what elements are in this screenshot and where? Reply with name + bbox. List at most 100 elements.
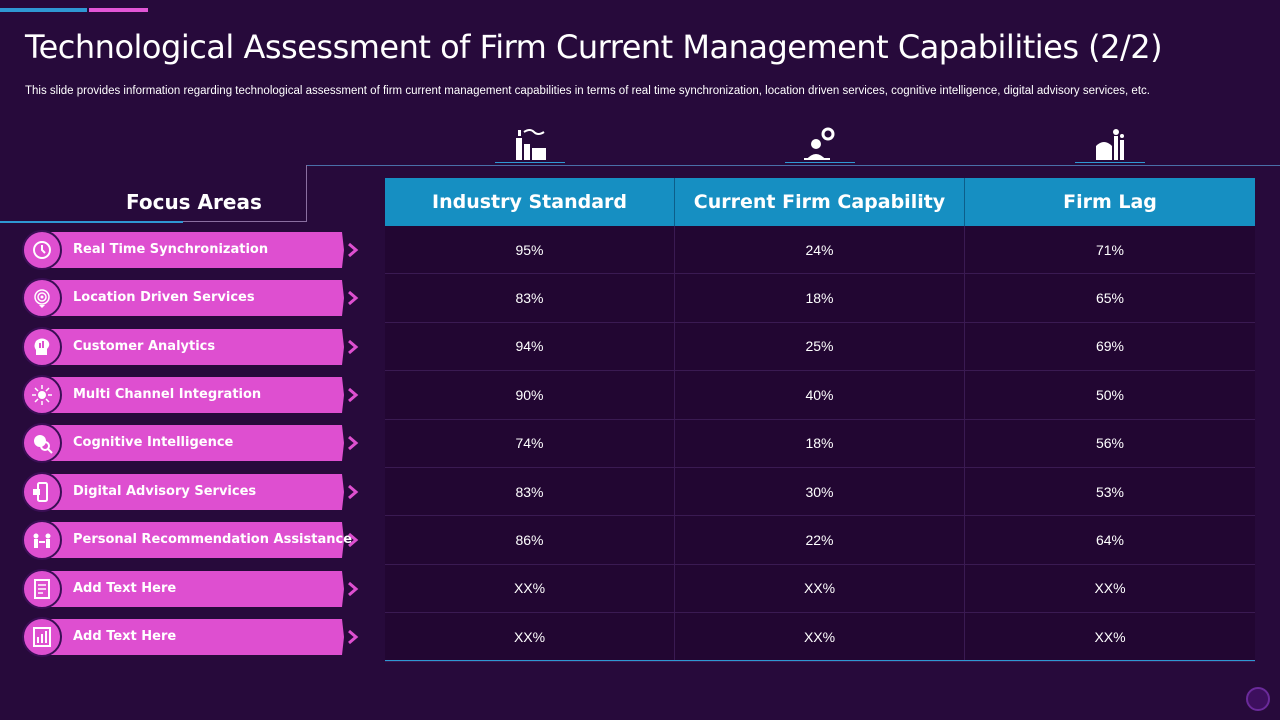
focus-item: Customer Analytics [22,327,367,367]
chevron-right-icon [348,581,359,597]
table-cell: XX% [675,613,965,661]
table-bottom-border [385,660,1255,661]
table-row: 74% 18% 56% [385,419,1255,468]
focus-item: Add Text Here [22,569,367,609]
top-accent-bar-pink [89,8,148,12]
table-cell: 18% [675,274,965,322]
table-cell: XX% [675,564,965,613]
table-row: XX% XX% XX% [385,613,1255,662]
table-cell: 40% [675,371,965,419]
plant-icon [1090,124,1130,164]
frame-line [306,165,307,222]
table-header-row: Industry Standard Current Firm Capabilit… [385,178,1255,226]
chart-document-icon [22,617,62,657]
focus-item-label: Multi Channel Integration [73,387,262,402]
focus-item: Add Text Here [22,617,367,657]
chevron-right-icon [348,532,359,548]
corner-decoration [1246,687,1270,711]
table-cell: XX% [385,564,675,613]
column-header-firm-lag: Firm Lag [1063,191,1157,213]
focus-item: Real Time Synchronization [22,230,367,270]
table-cell: XX% [1094,580,1126,597]
table-cell: 86% [385,516,675,564]
focus-item-bar [42,474,344,510]
document-icon [22,569,62,609]
icon-underline [1075,162,1145,163]
table-cell: 18% [675,419,965,467]
focus-item: Location Driven Services [22,278,367,318]
table-cell: 30% [675,467,965,516]
table-cell: 65% [1095,290,1125,307]
slide-subtitle: This slide provides information regardin… [25,85,1150,97]
table-cell: 24% [675,226,965,274]
focus-item-label: Real Time Synchronization [73,242,269,257]
table-cell: 50% [1095,386,1125,403]
table-cell: 56% [1095,435,1125,452]
table-cell: 69% [1095,338,1125,355]
table-row: 86% 22% 64% [385,516,1255,565]
table-row: 90% 40% 50% [385,371,1255,420]
column-header-current-firm-capability: Current Firm Capability [675,178,965,226]
table-cell: 90% [385,371,675,419]
head-analytics-icon [22,327,62,367]
assessment-table: Industry Standard Current Firm Capabilit… [385,178,1255,662]
frame-line [307,165,1280,166]
icon-underline [495,162,565,163]
focus-item-label: Cognitive Intelligence [73,435,234,450]
focus-item-bar [42,280,344,316]
focus-item-bar [42,329,344,365]
mobile-advisory-icon [22,472,62,512]
table-cell: XX% [385,613,675,661]
chevron-right-icon [348,242,359,258]
factory-icon [510,124,550,164]
table-row: 83% 30% 53% [385,467,1255,517]
fingerprint-location-icon [22,278,62,318]
table-row: XX% XX% XX% [385,564,1255,614]
top-accent-bar-blue [0,8,87,12]
focus-item: Multi Channel Integration [22,375,367,415]
chevron-right-icon [348,339,359,355]
focus-item-label: Add Text Here [73,581,177,596]
focus-item-bar [42,571,344,607]
focus-item-bar [42,619,344,655]
table-row: 83% 18% 65% [385,274,1255,323]
table-cell: 22% [675,516,965,564]
icon-underline [785,162,855,163]
table-row: 95% 24% 71% [385,226,1255,275]
table-row: 94% 25% 69% [385,322,1255,372]
chevron-right-icon [348,435,359,451]
chevron-right-icon [348,387,359,403]
table-cell: 71% [1095,241,1125,258]
brain-search-icon [22,423,62,463]
focus-item-label: Customer Analytics [73,339,216,354]
table-cell: 25% [675,322,965,371]
focus-item-bar [42,377,344,413]
slide-title: Technological Assessment of Firm Current… [25,28,1163,66]
chevron-right-icon [348,290,359,306]
column-header-industry-standard: Industry Standard [385,178,675,226]
table-cell: 74% [385,419,675,467]
people-meeting-icon [22,520,62,560]
focus-item: Cognitive Intelligence [22,423,367,463]
chevron-right-icon [348,484,359,500]
focus-item-bar [42,522,344,558]
chevron-right-icon [348,629,359,645]
focus-item: Digital Advisory Services [22,472,367,512]
table-cell: 53% [1095,483,1125,500]
table-cell: 95% [385,226,675,274]
table-cell: XX% [1094,628,1126,645]
focus-item-label: Digital Advisory Services [73,484,257,499]
table-cell: 83% [385,274,675,322]
focus-item-label: Add Text Here [73,629,177,644]
table-cell: 64% [1095,532,1125,549]
person-gear-icon [800,124,840,164]
focus-item-label: Personal Recommendation Assistance [73,532,353,547]
network-user-icon [22,375,62,415]
focus-item-bar [42,425,344,461]
table-cell: 94% [385,322,675,371]
focus-item-label: Location Driven Services [73,290,255,305]
table-cell: 83% [385,467,675,516]
focus-item-bar [42,232,344,268]
frame-accent-line [0,221,183,223]
clock-sync-icon [22,230,62,270]
